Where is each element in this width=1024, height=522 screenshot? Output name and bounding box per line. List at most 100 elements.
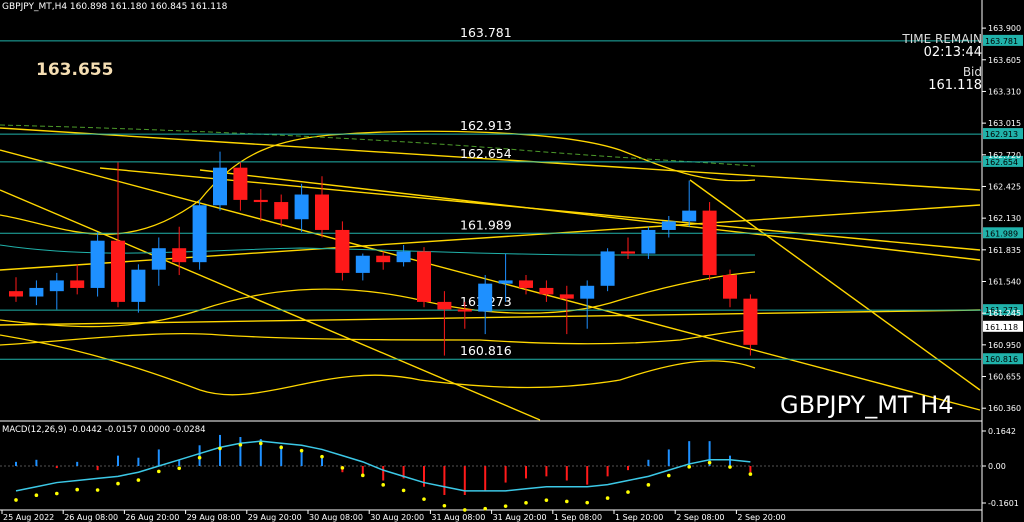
macd-signal-dot <box>463 508 467 512</box>
candle-body <box>437 301 452 310</box>
candle-body <box>621 251 635 254</box>
trend-line <box>0 127 981 191</box>
candle-body <box>376 255 391 263</box>
big-price-label: 163.655 <box>36 60 114 80</box>
candle-body <box>682 210 697 222</box>
ma-dashed <box>0 124 756 167</box>
macd-signal-dot <box>503 504 508 508</box>
symbol-header: GBPJPY_MT,H4 160.898 161.180 160.845 161… <box>2 2 228 12</box>
macd-signal-dot <box>340 466 345 470</box>
macd-tick-label: 0.00 <box>988 462 1006 471</box>
macd-signal-dot <box>361 473 365 478</box>
y-tick-label: 163.605 <box>988 56 1021 65</box>
candle-body <box>559 294 574 299</box>
level-text: 162.913 <box>460 118 512 133</box>
current-price-tag <box>983 320 1023 332</box>
x-tick-label: 30 Aug 08:00 <box>309 513 363 522</box>
level-text: 163.781 <box>460 25 512 40</box>
candle-body <box>70 280 85 288</box>
symbol-watermark: GBPJPY_MT H4 <box>780 391 954 419</box>
candle-body <box>478 283 493 312</box>
macd-tick-label: 0.1642 <box>988 427 1016 436</box>
trend-line <box>0 149 981 411</box>
level-axis-text: 161.273 <box>985 306 1018 315</box>
candle-body <box>90 240 105 288</box>
macd-signal-dot <box>381 483 386 487</box>
macd-signal-dot <box>707 460 712 465</box>
x-tick-label: 2 Sep 20:00 <box>737 513 785 522</box>
candle-body <box>9 291 23 297</box>
macd-signal-dot <box>667 473 671 478</box>
macd-signal-dot <box>544 498 549 502</box>
time-remain-label: TIME REMAIN <box>902 32 982 46</box>
candle-body <box>519 280 533 288</box>
envelope-band <box>0 271 756 328</box>
macd-signal-dot <box>259 441 263 446</box>
macd-signal-dot <box>299 448 304 453</box>
macd-signal-dot <box>157 469 161 474</box>
x-tick-label: 29 Aug 08:00 <box>187 513 241 522</box>
macd-signal-dot <box>646 483 651 487</box>
y-tick-label: 163.310 <box>988 87 1021 96</box>
candle-body <box>29 287 44 297</box>
y-tick-label: 160.950 <box>988 341 1021 350</box>
y-tick-label: 162.720 <box>988 151 1021 160</box>
trend-line <box>689 179 981 391</box>
envelope-band <box>0 329 756 346</box>
level-axis-text: 162.654 <box>985 158 1018 167</box>
level-axis-tag <box>983 304 1023 316</box>
macd-signal-dot <box>34 493 39 497</box>
level-axis-tag <box>983 155 1023 167</box>
macd-signal-dot <box>116 481 120 486</box>
candle-body <box>580 285 595 299</box>
macd-signal-dot <box>320 454 324 459</box>
level-text: 162.654 <box>460 146 512 161</box>
y-tick-label: 160.360 <box>988 404 1021 413</box>
macd-signal-dot <box>422 497 426 501</box>
macd-signal-dot <box>14 498 18 502</box>
x-tick-label: 2 Sep 08:00 <box>676 513 724 522</box>
candle-body <box>396 251 411 263</box>
level-axis-tag <box>983 128 1023 140</box>
macd-signal-dot <box>687 465 691 469</box>
candle-body <box>723 275 737 299</box>
candle-body <box>702 210 717 276</box>
trend-line <box>0 189 541 421</box>
candle-body <box>274 202 289 220</box>
macd-signal-dot <box>483 506 488 511</box>
macd-signal-dot <box>524 501 528 505</box>
trend-line <box>0 309 981 326</box>
trend-line <box>199 169 981 261</box>
macd-signal-dot <box>75 487 79 492</box>
macd-signal-dot <box>279 445 284 450</box>
candle-body <box>253 199 268 203</box>
x-tick-label: 31 Aug 08:00 <box>431 513 485 522</box>
trend-line <box>0 204 981 271</box>
level-text: 161.989 <box>460 217 512 232</box>
candle-body <box>294 194 309 220</box>
ma-line-cyan <box>0 244 755 256</box>
macd-signal-dot <box>565 499 569 504</box>
level-axis-text: 160.816 <box>985 355 1018 364</box>
candle-body <box>600 251 615 286</box>
level-axis-text: 163.781 <box>985 37 1018 46</box>
macd-signal-dot <box>401 488 406 493</box>
y-tick-label: 160.655 <box>988 373 1021 382</box>
candle-body <box>355 255 370 273</box>
candle-body <box>49 280 64 292</box>
candle-body <box>111 240 125 302</box>
macd-signal-dot <box>197 455 202 460</box>
candle-body <box>151 248 166 270</box>
y-tick-label: 163.015 <box>988 119 1021 128</box>
x-tick-label: 26 Aug 08:00 <box>64 513 118 522</box>
current-price-text: 161.118 <box>985 323 1018 332</box>
envelope-band <box>0 334 756 396</box>
level-text: 160.816 <box>460 343 512 358</box>
candle-body <box>417 251 431 302</box>
y-tick-label: 161.835 <box>988 246 1021 255</box>
candle-body <box>539 287 554 295</box>
y-tick-label: 163.900 <box>988 24 1021 33</box>
bid-label: Bid <box>962 65 982 79</box>
